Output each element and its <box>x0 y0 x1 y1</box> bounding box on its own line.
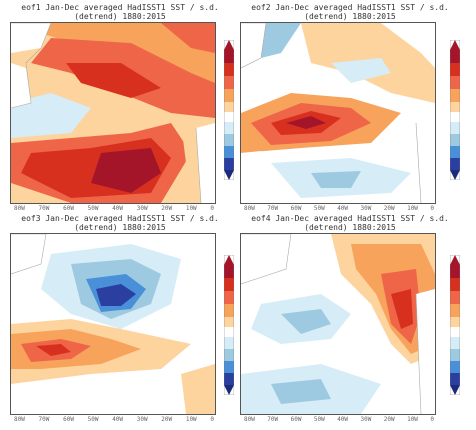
lon-label: 30W <box>360 416 372 423</box>
lon-label: 40W <box>337 416 349 423</box>
lon-label: 30W <box>136 416 148 423</box>
map-eof3 <box>10 233 216 415</box>
longitude-labels-bottom-right: 80W 70W 60W 50W 40W 30W 20W 10W 0 <box>244 416 434 423</box>
lon-label: 40W <box>337 205 349 212</box>
lon-label: 80W <box>244 205 255 212</box>
lon-label: 80W <box>14 416 25 423</box>
lon-label: 20W <box>161 416 173 423</box>
lon-label: 70W <box>38 205 50 212</box>
lon-label: 20W <box>383 416 395 423</box>
lon-label: 70W <box>267 416 279 423</box>
colorbar-eof2 <box>449 39 461 181</box>
lon-label: 20W <box>383 205 395 212</box>
lon-label: 0 <box>430 205 434 212</box>
lon-label: 0 <box>430 416 434 423</box>
lon-label: 40W <box>112 205 124 212</box>
lon-label: 50W <box>87 416 99 423</box>
longitude-labels-top-left: 80W 70W 60W 50W 40W 30W 20W 10W 0 <box>14 205 214 212</box>
lon-label: 10W <box>185 205 197 212</box>
longitude-labels-bottom-left: 80W 70W 60W 50W 40W 30W 20W 10W 0 <box>14 416 214 423</box>
panel-title-line2: (detrend) 1880:2015 <box>74 12 166 21</box>
lon-label: 60W <box>290 205 302 212</box>
lon-label: 80W <box>14 205 25 212</box>
lon-label: 70W <box>267 205 279 212</box>
panel-title-line2: (detrend) 1880:2015 <box>304 12 396 21</box>
panel-title-line1: eof4 Jan-Dec averaged HadISST1 SST / s.d… <box>251 214 449 223</box>
panel-title-line1: eof3 Jan-Dec averaged HadISST1 SST / s.d… <box>21 214 219 223</box>
panel-title-eof1: eof1 Jan-Dec averaged HadISST1 SST / s.d… <box>10 3 230 21</box>
panel-title-line2: (detrend) 1880:2015 <box>74 223 166 232</box>
lon-label: 60W <box>290 416 302 423</box>
lon-label: 80W <box>244 416 255 423</box>
longitude-labels-top-right: 80W 70W 60W 50W 40W 30W 20W 10W 0 <box>244 205 434 212</box>
lon-label: 50W <box>313 205 325 212</box>
lon-label: 0 <box>210 205 214 212</box>
map-eof1 <box>10 22 216 204</box>
lon-label: 50W <box>313 416 325 423</box>
panel-title-line1: eof2 Jan-Dec averaged HadISST1 SST / s.d… <box>251 3 449 12</box>
lon-label: 60W <box>63 205 74 212</box>
panel-title-eof2: eof2 Jan-Dec averaged HadISST1 SST / s.d… <box>240 3 460 21</box>
panel-title-eof3: eof3 Jan-Dec averaged HadISST1 SST / s.d… <box>10 214 230 232</box>
panel-title-line1: eof1 Jan-Dec averaged HadISST1 SST / s.d… <box>21 3 219 12</box>
lon-label: 70W <box>38 416 50 423</box>
lon-label: 10W <box>407 416 418 423</box>
lon-label: 0 <box>210 416 214 423</box>
map-eof4 <box>240 233 436 415</box>
map-eof2 <box>240 22 436 204</box>
lon-label: 50W <box>87 205 99 212</box>
lon-label: 10W <box>185 416 197 423</box>
colorbar-eof1 <box>223 39 235 181</box>
panel-title-eof4: eof4 Jan-Dec averaged HadISST1 SST / s.d… <box>240 214 460 232</box>
colorbar-eof4 <box>449 254 461 396</box>
lon-label: 30W <box>360 205 372 212</box>
lon-label: 20W <box>161 205 173 212</box>
panel-title-line2: (detrend) 1880:2015 <box>304 223 396 232</box>
lon-label: 10W <box>407 205 418 212</box>
lon-label: 30W <box>136 205 148 212</box>
colorbar-eof3 <box>223 254 235 396</box>
lon-label: 40W <box>112 416 124 423</box>
lon-label: 60W <box>63 416 74 423</box>
